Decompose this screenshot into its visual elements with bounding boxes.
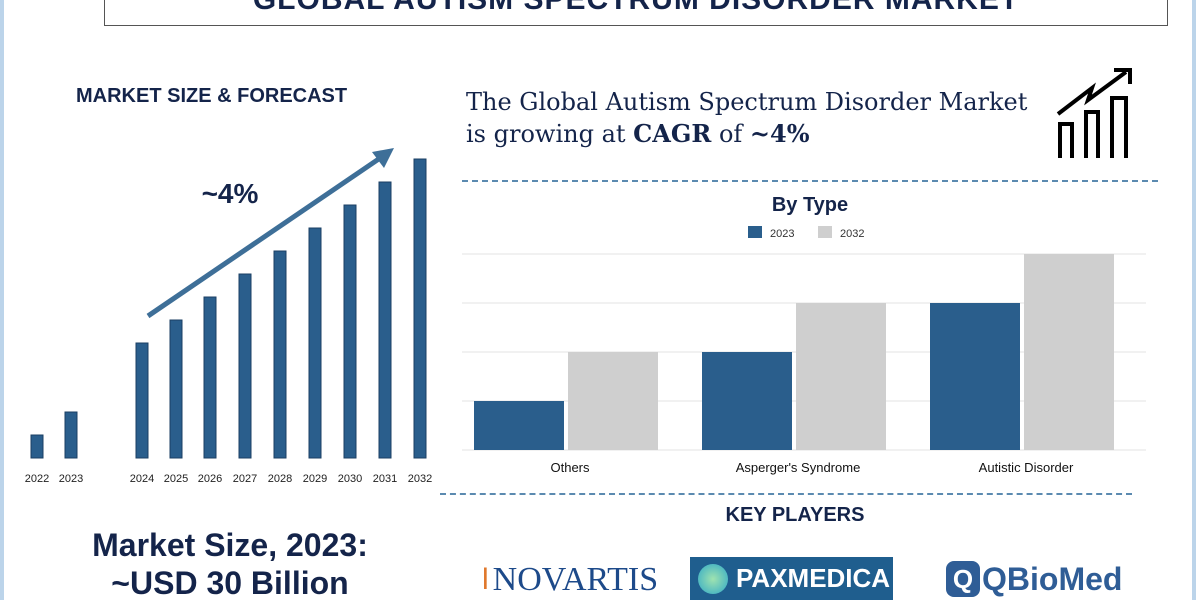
market-size-text: Market Size, 2023: ~USD 30 Billion (30, 526, 430, 602)
bar-2028 (273, 250, 287, 459)
forecast-chart: 2022 2023 2024 2025 2026 2027 2028 2029 2030 2031… (25, 148, 432, 485)
x-tick-label: 2032 (408, 473, 432, 485)
divider-bottom (440, 493, 1132, 495)
growth-arrow-head (372, 148, 394, 168)
summary-prefix: is growing at (466, 120, 634, 148)
bar-2032 (413, 158, 427, 459)
divider-top (462, 180, 1158, 182)
bar-2024 (135, 342, 149, 459)
by-type-chart: By Type 2023 2032 Others Asperger's Syndr… (462, 194, 1146, 475)
growth-arrow-line (146, 151, 388, 319)
category-label: Asperger's Syndrome (736, 460, 861, 475)
x-tick-label: 2025 (164, 473, 188, 485)
qbiomed-wordmark: QBioMed (982, 560, 1123, 597)
market-size-line2: ~USD 30 Billion (111, 565, 349, 601)
novartis-logo: Ɩ NOVARTIS (482, 560, 658, 600)
x-tick-label: 2023 (59, 473, 83, 485)
bar-2023-0 (474, 401, 564, 450)
summary-text: The Global Autism Spectrum Disorder Mark… (466, 86, 1027, 150)
legend-swatch-2023 (748, 226, 762, 238)
bar-2032-0 (568, 352, 658, 450)
chart-title: By Type (772, 194, 848, 216)
legend-label-2032: 2032 (840, 228, 864, 240)
bar-2023-1 (702, 352, 792, 450)
category-label: Others (550, 460, 590, 475)
bar-2022 (30, 434, 44, 459)
bar-2031 (378, 181, 392, 459)
bar-2025 (169, 319, 183, 459)
bar-2030 (343, 204, 357, 459)
market-size-heading: MARKET SIZE & FORECAST (76, 85, 348, 107)
legend-label-2023: 2023 (770, 228, 794, 240)
bar-2023 (64, 411, 78, 459)
bar-2026 (203, 296, 217, 459)
qbiomed-logo: Q QBioMed (946, 558, 1122, 600)
flame-icon: Ɩ (482, 563, 489, 596)
cagr-label: ~4% (202, 178, 259, 209)
left-border (0, 0, 4, 600)
right-border (1192, 0, 1196, 600)
category-label: Autistic Disorder (979, 460, 1074, 475)
brain-icon (698, 563, 728, 594)
page-title: GLOBAL AUTISM SPECTRUM DISORDER MARKET (104, 0, 1168, 26)
summary-line2: is growing at CAGR of ~4% (466, 118, 1027, 150)
x-tick-label: 2030 (338, 473, 362, 485)
growth-chart-icon (1056, 68, 1132, 158)
bar-2027 (238, 273, 252, 459)
novartis-wordmark: NOVARTIS (492, 561, 659, 598)
bar-2032-1 (796, 303, 886, 450)
summary-cagr: CAGR (633, 119, 712, 148)
paxmedica-wordmark: PAXMEDICA (736, 563, 891, 593)
x-tick-label: 2031 (373, 473, 397, 485)
bar-2023-2 (930, 303, 1020, 450)
legend-swatch-2032 (818, 226, 832, 238)
market-size-line1: Market Size, 2023: (92, 527, 368, 563)
bar-2032-2 (1024, 254, 1114, 450)
x-tick-label: 2029 (303, 473, 327, 485)
x-tick-label: 2028 (268, 473, 292, 485)
x-tick-label: 2027 (233, 473, 257, 485)
x-tick-label: 2024 (130, 473, 154, 485)
summary-line1: The Global Autism Spectrum Disorder Mark… (466, 88, 1028, 116)
x-tick-label: 2022 (25, 473, 49, 485)
x-tick-label: 2026 (198, 473, 222, 485)
paxmedica-logo: PAXMEDICA (690, 557, 893, 600)
key-players-heading: KEY PLAYERS (725, 504, 865, 526)
summary-of: of (711, 120, 750, 148)
bar-2029 (308, 227, 322, 459)
q-hexagon-icon: Q (946, 561, 980, 597)
summary-value: ~4% (749, 119, 810, 148)
